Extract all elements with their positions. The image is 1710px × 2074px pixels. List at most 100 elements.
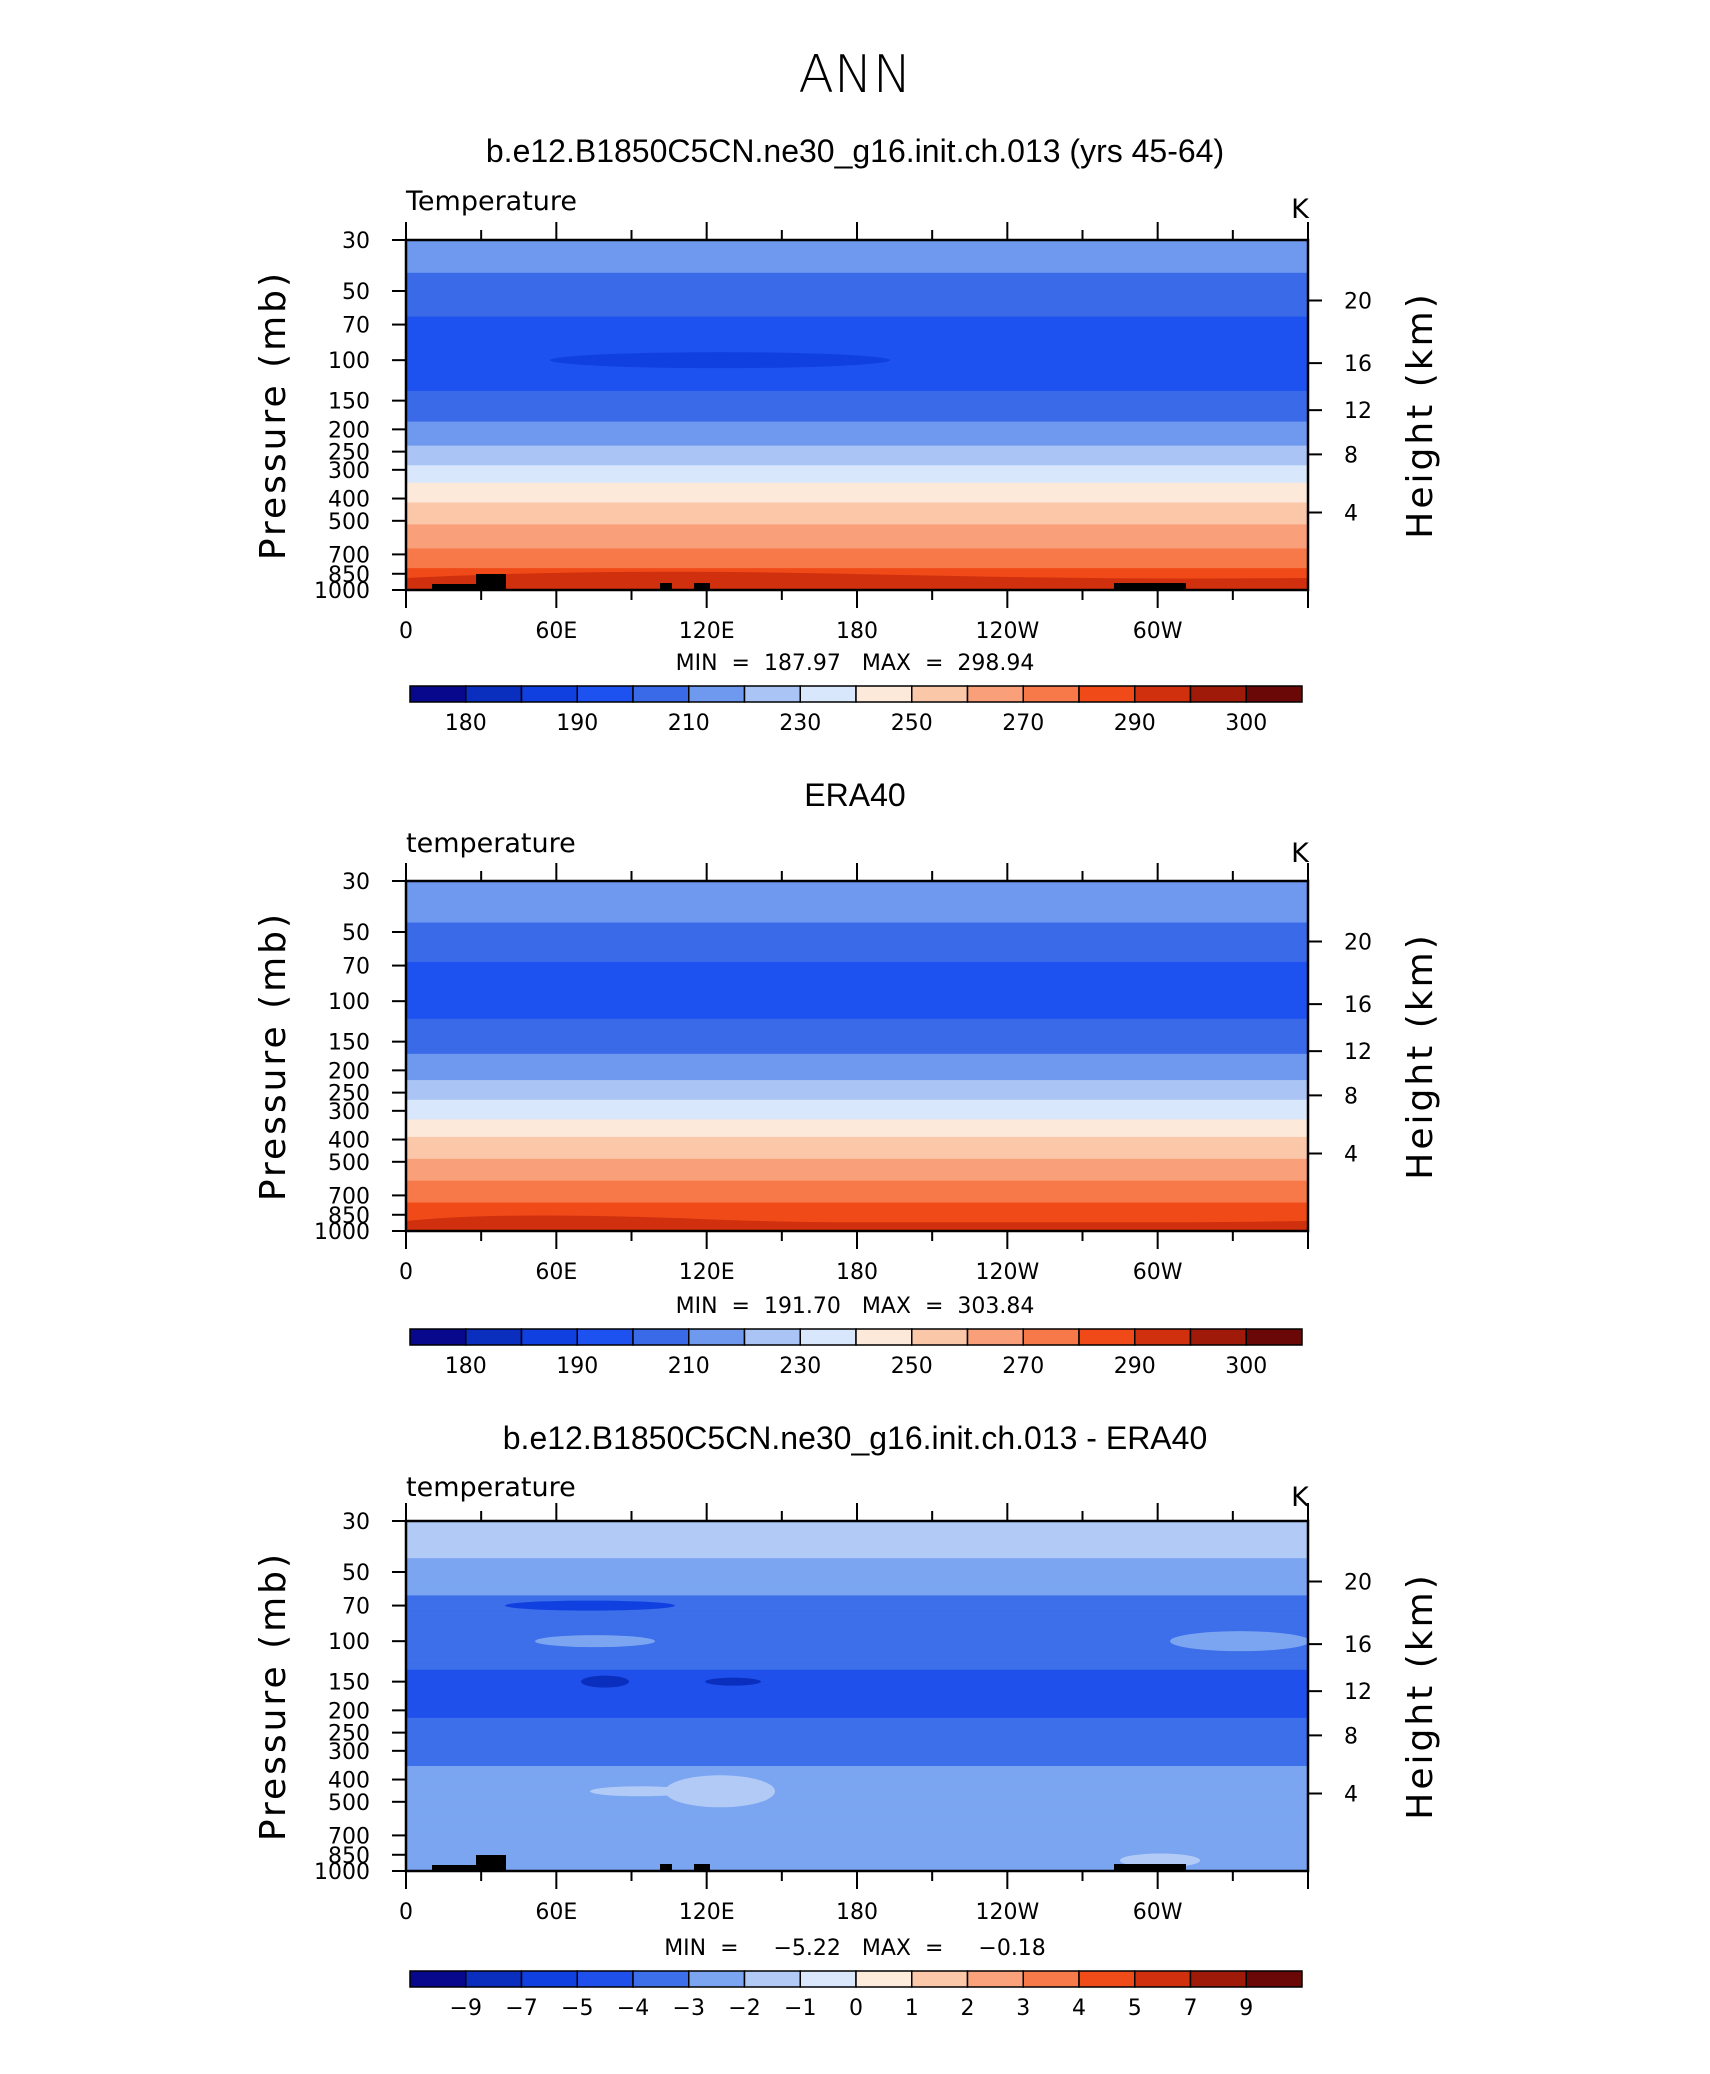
contour-band xyxy=(406,544,1308,547)
contour-band xyxy=(406,1163,1308,1166)
contour-band xyxy=(406,1569,1308,1572)
contour-band xyxy=(406,1814,1308,1817)
x-tick-label: 180 xyxy=(836,1260,878,1285)
contour-band xyxy=(406,476,1308,480)
contour-band xyxy=(406,1091,1308,1094)
contour-band xyxy=(406,898,1308,902)
contour-band xyxy=(406,981,1308,985)
contour-band xyxy=(406,456,1308,460)
contour-band xyxy=(406,1056,1308,1059)
topography xyxy=(694,583,710,590)
contour-band xyxy=(406,1860,1308,1863)
topography xyxy=(476,574,506,590)
y2-tick-label: 4 xyxy=(1344,501,1358,526)
contour-band xyxy=(406,1174,1308,1177)
contour-band xyxy=(406,305,1308,309)
colorbar-swatch xyxy=(1189,685,1247,703)
contour-band xyxy=(406,1698,1308,1701)
contour-band xyxy=(406,1739,1308,1743)
contour-band xyxy=(406,1064,1308,1068)
contour-band xyxy=(406,436,1308,440)
contour-band xyxy=(406,528,1308,532)
contour-band xyxy=(406,390,1308,394)
colorbar-label: 300 xyxy=(1225,1354,1267,1379)
contour-band xyxy=(406,1612,1308,1616)
cold-pool xyxy=(505,1600,675,1611)
colorbar-label: 270 xyxy=(1002,711,1044,736)
contour-band xyxy=(406,1158,1308,1162)
topography xyxy=(694,1864,710,1871)
contour-band xyxy=(406,1866,1308,1870)
y-tick-label: 30 xyxy=(342,229,370,254)
contour-band xyxy=(406,1001,1308,1005)
colorbar-label: 190 xyxy=(556,1354,598,1379)
contour-band xyxy=(406,533,1308,536)
contour-band xyxy=(406,1840,1308,1844)
contour-band xyxy=(406,1115,1308,1118)
contour-band xyxy=(406,537,1308,541)
colorbar-swatch xyxy=(520,1970,578,1988)
colorbar-label: −2 xyxy=(728,1996,760,2021)
colorbar-swatch xyxy=(632,685,690,703)
contour-band xyxy=(406,1792,1308,1796)
cold-pool xyxy=(705,1677,761,1686)
contour-band xyxy=(406,1178,1308,1182)
contour-band xyxy=(406,986,1308,989)
contour-band xyxy=(406,1724,1308,1728)
colorbar-swatch xyxy=(1078,1970,1136,1988)
x-tick-label: 60W xyxy=(1133,1260,1183,1285)
colorbar-swatch xyxy=(1022,1970,1080,1988)
contour-band xyxy=(406,1599,1308,1603)
contour-band xyxy=(406,557,1308,560)
colorbar-swatch xyxy=(1134,1970,1192,1988)
colorbar-swatch xyxy=(465,685,523,703)
surface-warm-band xyxy=(406,571,1308,590)
contour-band xyxy=(406,1101,1308,1105)
colorbar-label: −9 xyxy=(450,1996,482,2021)
cold-pool xyxy=(550,352,890,369)
contour-band xyxy=(406,1176,1308,1180)
colorbar-label: 270 xyxy=(1002,1354,1044,1379)
contour-band xyxy=(406,541,1308,545)
y-tick-label: 400 xyxy=(328,1769,370,1794)
y-tick-label: 200 xyxy=(328,1699,370,1724)
contour-band xyxy=(406,1619,1308,1623)
contour-band xyxy=(406,1095,1308,1099)
colorbar-swatch xyxy=(409,1328,467,1346)
contour-band xyxy=(406,1042,1308,1046)
contour-band xyxy=(406,1783,1308,1787)
contour-band xyxy=(406,471,1308,475)
contour-band xyxy=(406,889,1308,893)
contour-band xyxy=(406,275,1308,278)
y-tick-label: 500 xyxy=(328,1791,370,1816)
contour-band xyxy=(406,1737,1308,1741)
contour-band xyxy=(406,548,1308,552)
contour-band xyxy=(406,331,1308,335)
contour-band xyxy=(406,1099,1308,1103)
contour-band xyxy=(406,1818,1308,1822)
colorbar-label: 210 xyxy=(668,1354,710,1379)
contour-band xyxy=(406,563,1308,567)
contour-band xyxy=(406,961,1308,965)
contour-band xyxy=(406,1031,1308,1035)
contour-band xyxy=(406,1023,1308,1026)
contour-band xyxy=(406,1582,1308,1586)
contour-band xyxy=(406,1198,1308,1201)
contour-band xyxy=(406,1811,1308,1815)
contour-band xyxy=(406,1560,1308,1564)
colorbar-swatch xyxy=(409,1970,467,1988)
contour-band xyxy=(406,940,1308,943)
contour-band xyxy=(406,386,1308,390)
colorbar-label: 230 xyxy=(779,1354,821,1379)
contour-band xyxy=(406,299,1308,302)
colorbar-label: 250 xyxy=(891,1354,933,1379)
contour-band xyxy=(406,1014,1308,1018)
contour-band xyxy=(406,1200,1308,1204)
contour-band xyxy=(406,369,1308,372)
contour-band xyxy=(406,1709,1308,1712)
colorbar-swatch xyxy=(743,685,801,703)
contour-band xyxy=(406,1007,1308,1011)
contour-band xyxy=(406,1062,1308,1066)
contour-band xyxy=(406,1211,1308,1215)
